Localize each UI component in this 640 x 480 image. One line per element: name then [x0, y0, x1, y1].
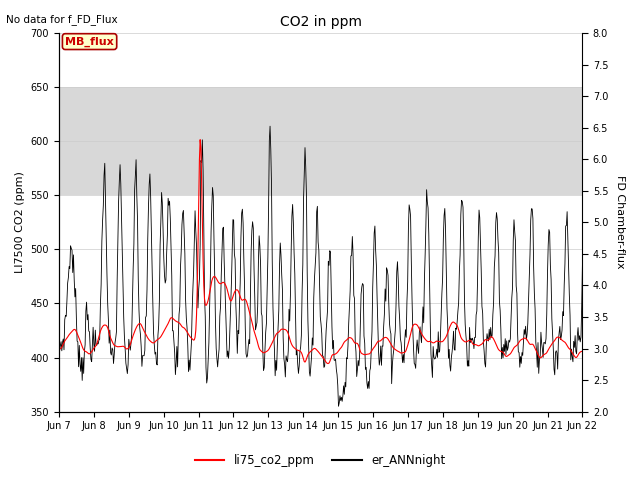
Y-axis label: LI7500 CO2 (ppm): LI7500 CO2 (ppm)	[15, 171, 25, 273]
Bar	[59, 87, 582, 195]
Text: MB_flux: MB_flux	[65, 36, 114, 47]
Y-axis label: FD Chamber-flux: FD Chamber-flux	[615, 176, 625, 269]
Title: CO2 in ppm: CO2 in ppm	[280, 15, 362, 29]
Text: No data for f_FD_Flux: No data for f_FD_Flux	[6, 14, 118, 25]
Legend: li75_co2_ppm, er_ANNnight: li75_co2_ppm, er_ANNnight	[190, 449, 450, 472]
